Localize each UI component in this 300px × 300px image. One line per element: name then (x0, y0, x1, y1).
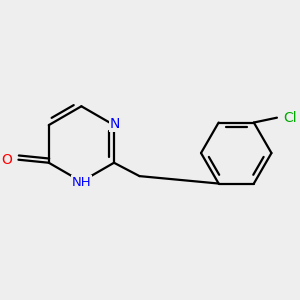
Text: N: N (110, 117, 120, 131)
Text: O: O (1, 153, 12, 167)
Text: NH: NH (72, 176, 91, 189)
Text: Cl: Cl (284, 111, 297, 125)
